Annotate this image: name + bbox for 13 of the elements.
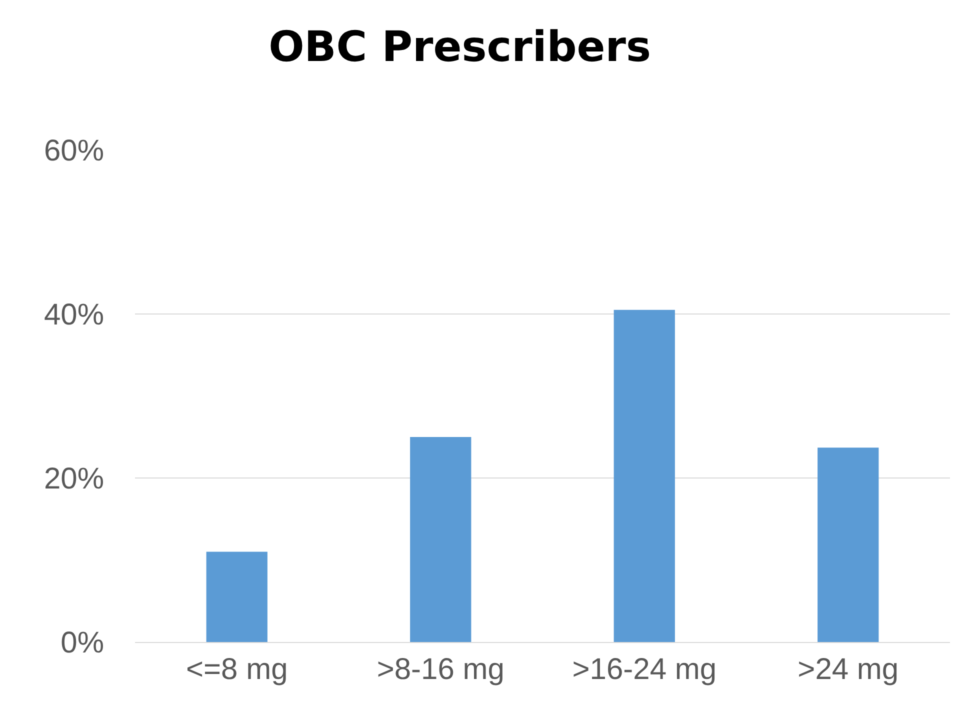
x-tick-label: >16-24 mg — [572, 653, 717, 686]
x-tick-label: >24 mg — [798, 653, 899, 686]
y-tick-label: 60% — [44, 134, 104, 168]
bar — [410, 437, 472, 642]
bar — [206, 552, 268, 642]
x-tick-label: >8-16 mg — [376, 653, 504, 686]
bar — [614, 310, 675, 642]
y-tick-label: 0% — [60, 626, 104, 660]
chart-title: OBC Prescribers — [268, 22, 652, 71]
y-tick-label: 20% — [44, 462, 104, 496]
x-tick-label: <=8 mg — [186, 653, 288, 686]
y-tick-label: 40% — [44, 298, 104, 332]
bar — [818, 448, 879, 642]
